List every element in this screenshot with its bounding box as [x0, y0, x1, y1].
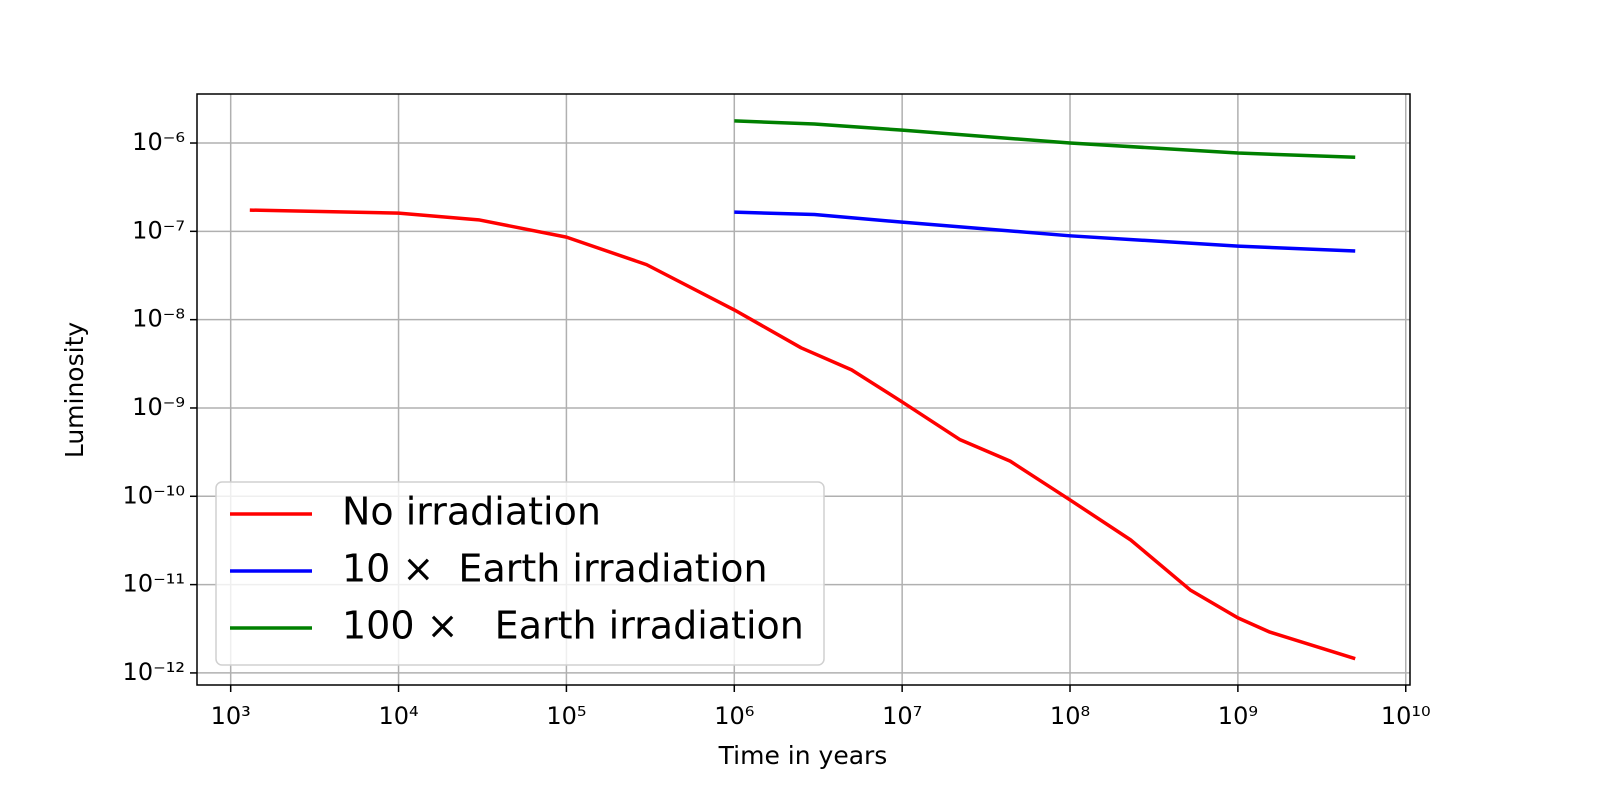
x-tick-label: 10⁷	[882, 702, 922, 730]
y-axis-label: Luminosity	[60, 322, 89, 459]
x-tick-label: 10⁴	[378, 702, 418, 730]
y-tick-label: 10⁻¹²	[123, 658, 185, 686]
x-tick-label: 10⁶	[714, 702, 754, 730]
y-tick-label: 10⁻⁹	[132, 393, 185, 421]
legend-label: No irradiation	[342, 490, 601, 534]
plot-frame	[196, 93, 1411, 686]
y-tick-label: 10⁻¹⁰	[123, 481, 185, 509]
x-tick-label: 10⁵	[546, 702, 586, 730]
legend: No irradiation 10 × Earth irradiation 100 …	[215, 481, 825, 666]
y-tick-label: 10⁻⁷	[132, 216, 185, 244]
x-tick-label: 10⁸	[1050, 702, 1090, 730]
legend-label: 100 × Earth irradiation	[342, 604, 804, 648]
y-tick-label: 10⁻¹¹	[123, 570, 185, 598]
x-tick-label: 10¹⁰	[1381, 702, 1431, 730]
x-axis-label: Time in years	[718, 741, 888, 770]
y-tick-label: 10⁻⁶	[132, 128, 185, 156]
data-line	[249, 208, 1356, 661]
y-tick-label: 10⁻⁸	[132, 305, 185, 333]
data-line	[734, 119, 1356, 160]
lines	[249, 119, 1356, 661]
x-tick-label: 10³	[211, 702, 251, 730]
legend-label: 10 × Earth irradiation	[342, 547, 768, 591]
legend-box	[215, 481, 825, 666]
data-line	[734, 210, 1356, 253]
x-tick-label: 10⁹	[1218, 702, 1258, 730]
